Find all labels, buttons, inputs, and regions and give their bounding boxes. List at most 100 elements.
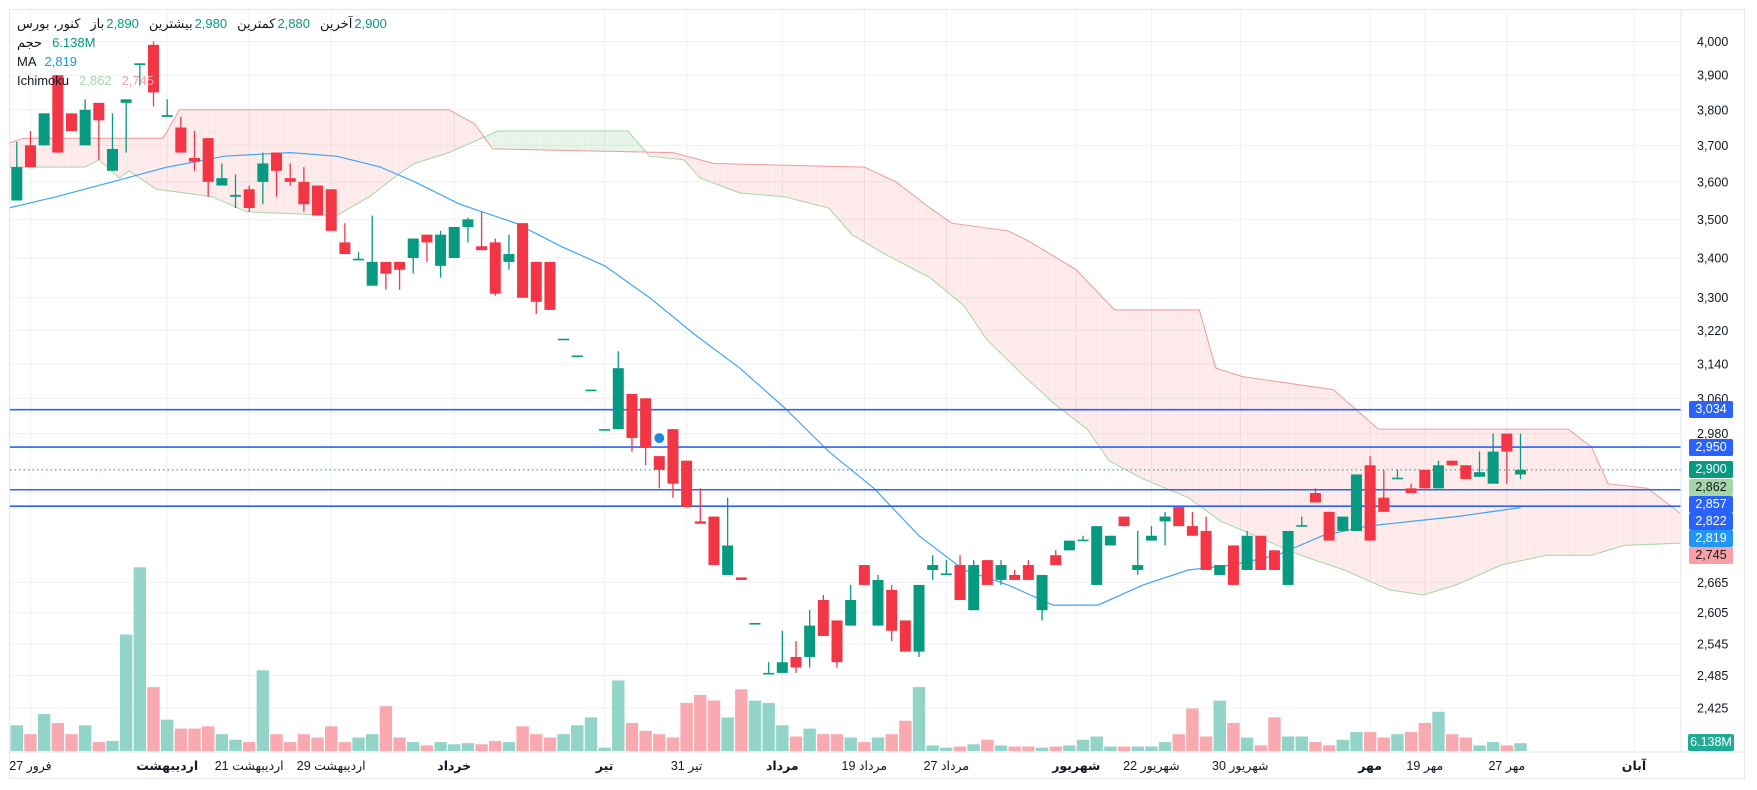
candle-body	[571, 355, 583, 358]
x-tick-label: 19 مرداد	[842, 759, 888, 774]
cloud-segment	[597, 131, 605, 152]
cloud-segment	[1301, 385, 1309, 558]
volume-bar	[352, 737, 365, 751]
ichimoku-legend[interactable]: Ichimoku 2,862 2,745	[17, 71, 387, 90]
cloud-segment	[1281, 382, 1289, 550]
candle-body	[148, 44, 159, 93]
volume-bars	[10, 567, 1527, 751]
cloud-segment	[426, 109, 435, 160]
volume-bar	[502, 742, 516, 751]
volume-bar	[994, 745, 1008, 751]
cloud-segment	[884, 176, 892, 258]
cloud-segment	[1561, 429, 1569, 556]
cloud-segment	[789, 165, 797, 200]
volume-bar	[1336, 739, 1349, 751]
volume-bar	[1158, 742, 1172, 751]
cloud-segment	[1595, 456, 1603, 554]
volume-bar	[721, 717, 734, 751]
candle-body	[1268, 550, 1280, 570]
cloud-segment	[1506, 429, 1514, 564]
volume-bar	[1186, 708, 1199, 751]
cloud-segment	[1226, 371, 1234, 527]
cloud-segment	[37, 138, 45, 168]
volume-bar	[899, 720, 912, 751]
volume-value: 6.138M	[52, 35, 96, 50]
volume-bar	[420, 745, 434, 751]
candle-body	[1391, 477, 1403, 480]
x-tick-label: 29 اردیبهشت	[297, 759, 366, 774]
y-tick-label: 3,400	[1697, 251, 1728, 265]
cloud-segment	[1260, 379, 1268, 542]
candle-body	[24, 145, 36, 168]
candle-body	[640, 398, 652, 448]
cloud-segment	[1520, 429, 1528, 561]
cloud-segment	[1547, 429, 1555, 556]
cloud-segment	[631, 135, 640, 152]
candle-body	[106, 148, 118, 171]
cloud-segment	[1657, 495, 1665, 545]
cloud-segment	[1602, 471, 1610, 552]
volume-bar	[803, 728, 816, 751]
volume-bar	[1404, 731, 1418, 751]
volume-bar	[653, 734, 666, 751]
cloud-segment	[973, 226, 981, 331]
cloud-segment	[146, 138, 154, 188]
volume-legend[interactable]: حجم 6.138M	[17, 33, 387, 52]
cloud-segment	[522, 131, 530, 150]
cloud-segment	[78, 138, 86, 168]
volume-bar	[366, 734, 379, 751]
candle-body	[161, 115, 173, 117]
horizontal-lines[interactable]	[10, 408, 1681, 507]
cloud-segment	[1137, 309, 1145, 480]
volume-badge: 6.138M	[1688, 734, 1734, 751]
cloud-segment	[556, 131, 564, 151]
volume-bar	[871, 737, 885, 751]
grid	[10, 10, 1681, 752]
cloud-segment	[727, 163, 735, 191]
cloud-segment	[1643, 487, 1651, 545]
candle-body	[1145, 535, 1157, 541]
volume-bar	[762, 702, 775, 751]
candle-body	[1364, 465, 1376, 541]
volume-label: حجم	[17, 35, 43, 50]
time-axis[interactable]: 27 فرور اردیبهشت 21 اردیبهشت 29 اردیبهشت خرد…	[9, 758, 1647, 774]
volume-bar	[926, 745, 939, 751]
cloud-segment	[864, 167, 872, 246]
candle-body	[1446, 460, 1458, 466]
candle-body	[831, 620, 843, 663]
volume-bar	[707, 700, 721, 751]
cloud-segment	[379, 109, 387, 190]
volume-bar	[1350, 731, 1363, 751]
ma-legend[interactable]: MA 2,819	[17, 52, 387, 71]
cloud-segment	[249, 109, 257, 213]
annotation-marker[interactable]	[653, 432, 666, 445]
candle-body	[1296, 525, 1308, 527]
x-tick-label: 21 اردیبهشت	[215, 759, 284, 774]
volume-bar	[953, 746, 967, 751]
y-tick-label: 3,900	[1697, 69, 1728, 83]
cloud-segment	[754, 164, 763, 195]
cloud-segment	[338, 109, 346, 215]
candle-body	[872, 579, 884, 626]
candle-body	[804, 625, 816, 657]
cloud-segment	[891, 179, 899, 262]
cloud-segment	[604, 131, 612, 152]
candle-body	[93, 102, 105, 121]
price-axis[interactable]: 4,000 3,900 3,800 3,700 3,600 3,500 3,400 3,300…	[1697, 35, 1728, 716]
cloud-segment	[392, 109, 400, 179]
candle-body	[1091, 526, 1103, 585]
cloud-segment	[1404, 429, 1412, 594]
x-tick-label: شهریور	[1051, 759, 1100, 773]
candle-body	[325, 189, 337, 231]
markers[interactable]	[653, 432, 666, 445]
cloud-segment	[830, 166, 838, 218]
cloud-segment	[1541, 429, 1549, 557]
volume-bar	[215, 734, 229, 751]
candle-body	[284, 178, 296, 182]
cloud-segment	[1178, 309, 1186, 497]
volume-bar	[475, 744, 488, 751]
candle-body	[858, 565, 870, 585]
y-tick-label: 2,605	[1697, 606, 1728, 620]
candle-body	[1460, 465, 1472, 480]
